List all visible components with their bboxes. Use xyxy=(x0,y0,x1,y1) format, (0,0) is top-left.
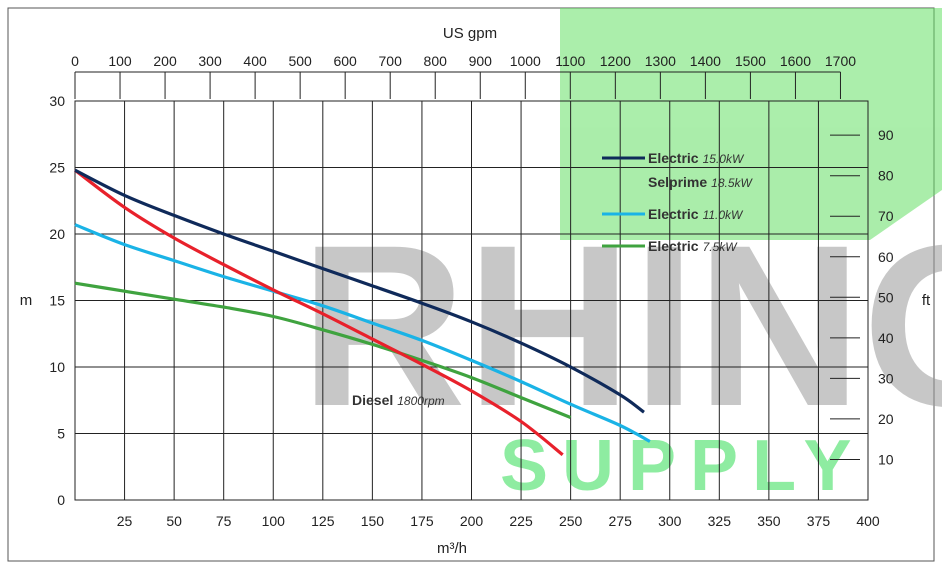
y-right-tick-label: 20 xyxy=(878,411,894,427)
y-tick-label: 30 xyxy=(49,93,65,109)
y-tick-label: 0 xyxy=(57,492,65,508)
watermark-shape xyxy=(560,8,942,240)
x-top-tick-label: 200 xyxy=(153,53,177,69)
y-right-tick-label: 50 xyxy=(878,289,894,305)
x-top-tick-label: 1000 xyxy=(510,53,541,69)
x-tick-label: 50 xyxy=(166,513,182,529)
x-top-tick-label: 1200 xyxy=(600,53,631,69)
x-tick-label: 175 xyxy=(410,513,434,529)
y-right-tick-label: 70 xyxy=(878,208,894,224)
y-tick-label: 5 xyxy=(57,426,65,442)
x-tick-label: 125 xyxy=(311,513,335,529)
legend: Electric 15.0kW Selprime 18.5kW Electric 11… xyxy=(602,150,753,254)
y-right-tick-label: 90 xyxy=(878,127,894,143)
x-top-tick-label: 1500 xyxy=(735,53,766,69)
x-top-tick-label: 1400 xyxy=(690,53,721,69)
x-tick-label: 200 xyxy=(460,513,484,529)
x-tick-label: 300 xyxy=(658,513,682,529)
y-tick-label: 25 xyxy=(49,160,65,176)
x-top-tick-label: 1100 xyxy=(555,53,585,69)
x-top-axis-title: US gpm xyxy=(443,25,497,42)
series-line-diesel-1800rpm xyxy=(74,168,564,457)
x-top-tick-label: 400 xyxy=(243,53,267,69)
legend-entry-electric-11: Electric 11.0kW xyxy=(648,206,744,222)
x-tick-label: 75 xyxy=(216,513,232,529)
diesel-annotation: Diesel 1800rpm xyxy=(352,392,445,408)
x-top-tick-label: 900 xyxy=(469,53,493,69)
x-tick-label: 375 xyxy=(807,513,831,529)
x-top-tick-label: 100 xyxy=(108,53,132,69)
x-tick-label: 100 xyxy=(262,513,286,529)
x-tick-label: 325 xyxy=(708,513,732,529)
y-tick-label: 20 xyxy=(49,226,65,242)
x-top-tick-label: 1300 xyxy=(645,53,676,69)
chart-frame xyxy=(7,7,935,562)
series-line-electric-7-5kw xyxy=(74,281,572,419)
y-axis-title: m xyxy=(20,292,33,309)
x-tick-label: 225 xyxy=(509,513,533,529)
y-right-tick-label: 10 xyxy=(878,451,894,467)
x-tick-label: 350 xyxy=(757,513,781,529)
y-right-tick-label: 30 xyxy=(878,370,894,386)
x-tick-label: 275 xyxy=(609,513,633,529)
x-top-tick-label: 600 xyxy=(333,53,357,69)
x-top-tick-label: 700 xyxy=(379,53,403,69)
y-tick-label: 10 xyxy=(49,359,65,375)
y-tick-label: 15 xyxy=(49,293,65,309)
x-top-tick-label: 500 xyxy=(288,53,312,69)
watermark-supply-text: SUPPLY xyxy=(500,426,865,506)
x-tick-label: 250 xyxy=(559,513,583,529)
x-top-tick-label: 300 xyxy=(198,53,222,69)
x-top-tick-label: 1700 xyxy=(825,53,856,69)
y-right-tick-label: 80 xyxy=(878,168,894,184)
x-tick-label: 25 xyxy=(117,513,133,529)
legend-entry-electric-15: Electric 15.0kW xyxy=(648,150,745,166)
x-axis-title: m³/h xyxy=(437,540,467,557)
axes: 25 50 75 100 125 150 175 200 225 250 275 300 325 350 3… xyxy=(49,53,893,529)
x-top-tick-label: 1600 xyxy=(780,53,811,69)
series-line-electric-11-0kw xyxy=(74,223,651,443)
y-right-tick-label: 40 xyxy=(878,330,894,346)
series-line-electric-15-0kw-selprime-18-5kw xyxy=(74,168,645,414)
y-right-tick-label: 60 xyxy=(878,249,894,265)
legend-entry-electric-7: Electric 7.5kW xyxy=(648,238,738,254)
x-top-tick-label: 800 xyxy=(424,53,448,69)
y-right-axis-title: ft xyxy=(922,292,931,309)
watermark-rhino-text: RHINO xyxy=(300,197,942,454)
watermark-logo: RHINO SUPPLY xyxy=(300,8,942,506)
x-top-tick-label: 0 xyxy=(71,53,79,69)
legend-entry-selprime: Selprime 18.5kW xyxy=(648,174,753,190)
x-tick-label: 400 xyxy=(856,513,880,529)
grid-lines xyxy=(74,100,869,501)
x-tick-label: 150 xyxy=(361,513,385,529)
series-layer xyxy=(74,168,651,457)
